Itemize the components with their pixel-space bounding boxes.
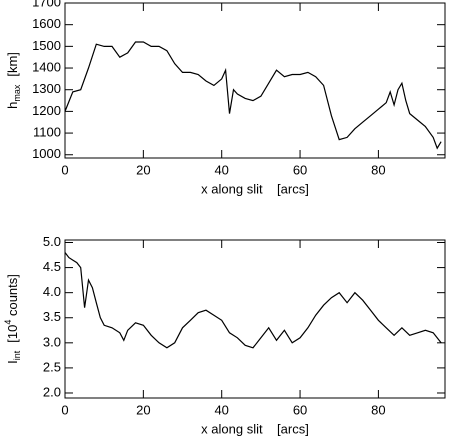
y-tick-label: 4.0 bbox=[43, 284, 61, 299]
y-tick-label: 1600 bbox=[32, 16, 61, 31]
y-tick-label: 2.5 bbox=[43, 359, 61, 374]
x-tick-label: 80 bbox=[371, 402, 385, 417]
y-tick-label: 1000 bbox=[32, 146, 61, 161]
y-tick-label: 1500 bbox=[32, 38, 61, 53]
y-axis-label-part: 4 bbox=[3, 320, 13, 325]
plot-frame bbox=[64, 2, 446, 159]
x-tick-label: 80 bbox=[371, 162, 385, 177]
y-tick-label: 2.0 bbox=[43, 384, 61, 399]
y-tick-label: 1300 bbox=[32, 81, 61, 96]
y-tick-label: 1200 bbox=[32, 103, 61, 118]
y-tick-label: 1700 bbox=[32, 0, 61, 9]
x-tick-label: 0 bbox=[61, 162, 68, 177]
x-tick-label: 0 bbox=[61, 402, 68, 417]
x-tick-label: 60 bbox=[293, 402, 307, 417]
y-tick-label: 3.0 bbox=[43, 334, 61, 349]
y-tick-label: 3.5 bbox=[43, 309, 61, 324]
x-axis-label: x along slit [arcs] bbox=[201, 421, 309, 436]
y-tick-label: 1100 bbox=[33, 125, 61, 140]
x-tick-label: 40 bbox=[214, 162, 228, 177]
plot-frame bbox=[64, 239, 446, 399]
y-tick-label: 1400 bbox=[32, 59, 61, 74]
y-axis-label: hmax [km] bbox=[5, 52, 22, 109]
y-axis-label-part: h bbox=[5, 102, 20, 109]
x-tick-label: 40 bbox=[214, 402, 228, 417]
y-axis-label-part: [km] bbox=[5, 52, 20, 77]
y-tick-label: 5.0 bbox=[43, 234, 61, 249]
y-axis-label-part: I bbox=[5, 360, 20, 364]
y-tick-label: 4.5 bbox=[43, 259, 61, 274]
x-axis-label: x along slit [arcs] bbox=[201, 181, 309, 196]
data-line bbox=[64, 252, 442, 349]
y-axis-label-part: int bbox=[12, 350, 22, 360]
x-tick-label: 20 bbox=[136, 162, 150, 177]
y-axis-label: Iint [104 counts] bbox=[3, 274, 22, 364]
data-line bbox=[64, 41, 442, 150]
y-axis-label-part: [10 bbox=[5, 325, 20, 343]
y-axis-label-part: max bbox=[12, 84, 22, 102]
x-tick-label: 20 bbox=[136, 402, 150, 417]
y-axis-label-part: counts] bbox=[5, 274, 20, 320]
x-tick-label: 60 bbox=[293, 162, 307, 177]
